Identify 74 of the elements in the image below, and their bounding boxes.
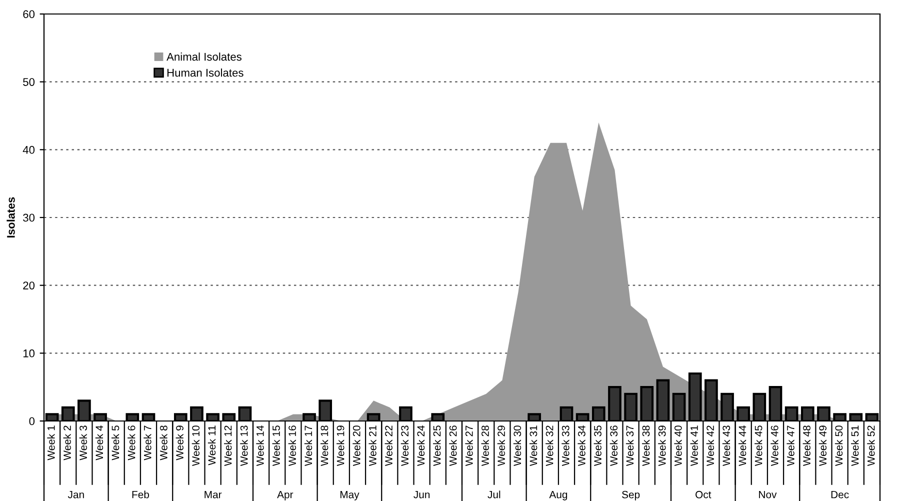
x-tick-label: Week 38: [642, 426, 650, 466]
x-tick-label: Week 50: [834, 426, 843, 466]
x-tick-label: Week 18: [320, 426, 328, 466]
x-tick-label: Week 20: [352, 426, 360, 466]
x-tick-label: Week 8: [160, 426, 168, 460]
y-tick-label: 60: [23, 10, 35, 18]
x-tick-label: Week 13: [240, 426, 248, 466]
y-tick-label: 30: [23, 214, 35, 222]
y-tick-label: 20: [23, 282, 35, 290]
x-tick-label: Week 43: [722, 426, 730, 466]
x-tick-label: Week 25: [433, 426, 441, 466]
x-tick-label: Week 6: [128, 426, 136, 460]
text: Aug: [549, 491, 568, 500]
x-tick-label: Week 4: [95, 425, 104, 460]
x-tick-label: Week 36: [610, 426, 618, 466]
x-tick-label: Week 12: [224, 426, 232, 466]
y-axis-title: Isolates: [6, 197, 15, 238]
text: Apr: [277, 491, 294, 500]
x-tick-label: Week 52: [867, 426, 875, 466]
x-tick-label: Week 14: [256, 425, 264, 466]
y-tick-label: 50: [23, 78, 35, 86]
x-tick-label: Week 48: [802, 426, 810, 466]
text: Jan: [68, 491, 84, 498]
x-tick-label: Week 7: [144, 426, 152, 460]
x-tick-label: Week 46: [770, 426, 778, 466]
x-tick-label: Week 40: [674, 426, 682, 466]
x-tick-label: Week 22: [384, 426, 392, 466]
text: May: [340, 491, 360, 500]
legend-label: Animal Isolates: [166, 52, 242, 61]
text: Nov: [759, 491, 777, 498]
legend-label: Human Isolates: [167, 68, 244, 77]
text: Jun: [414, 491, 430, 498]
x-tick-label: Week 29: [497, 426, 505, 466]
y-tick-label: 40: [22, 146, 35, 154]
x-tick-label: Week 32: [546, 426, 554, 466]
x-tick-label: Week 16: [288, 426, 296, 466]
x-tick-label: Week 34: [578, 425, 586, 466]
x-tick-label: Week 44: [738, 425, 746, 466]
x-tick-label: Week 49: [818, 426, 827, 466]
x-tick-label: Week 3: [79, 426, 87, 460]
x-tick-label: Week 9: [176, 426, 184, 460]
x-tick-label: Week 39: [658, 426, 666, 466]
text: Oct: [696, 490, 712, 498]
x-tick-label: Week 2: [63, 426, 71, 460]
x-tick-label: Week 1: [47, 426, 55, 460]
text: Jul: [488, 490, 500, 498]
x-tick-label: Week 15: [272, 426, 280, 466]
x-tick-label: Week 17: [304, 426, 312, 466]
y-tick-label: 0: [29, 417, 35, 426]
text: Sep: [622, 490, 640, 500]
x-tick-label: Week 27: [465, 426, 473, 466]
x-tick-label: Week 10: [192, 426, 200, 466]
x-tick-label: Week 23: [400, 426, 409, 466]
x-tick-label: Week 31: [529, 426, 538, 466]
x-tick-label: Week 28: [481, 426, 489, 466]
x-tick-label: Week 21: [368, 426, 376, 466]
text: Feb: [132, 490, 149, 498]
x-tick-label: Week 42: [706, 426, 714, 466]
x-tick-label: Week 30: [513, 426, 522, 466]
x-tick-label: Week 37: [626, 426, 634, 466]
x-tick-label: Week 45: [754, 426, 762, 466]
x-tick-label: Week 26: [449, 426, 457, 466]
x-tick-label: Week 35: [594, 426, 602, 466]
x-tick-label: Week 5: [111, 426, 120, 460]
text: Dec: [831, 491, 849, 498]
x-tick-label: Week 47: [786, 426, 794, 466]
x-tick-label: Week 33: [562, 426, 570, 466]
x-tick-label: Week 11: [208, 426, 216, 466]
x-tick-label: Week 19: [336, 426, 344, 466]
x-tick-label: Week 41: [690, 426, 698, 466]
x-tick-label: Week 24: [416, 425, 425, 466]
text: Mar: [204, 491, 222, 498]
y-tick-label: 10: [23, 349, 35, 358]
x-tick-label: Week 51: [851, 426, 859, 466]
